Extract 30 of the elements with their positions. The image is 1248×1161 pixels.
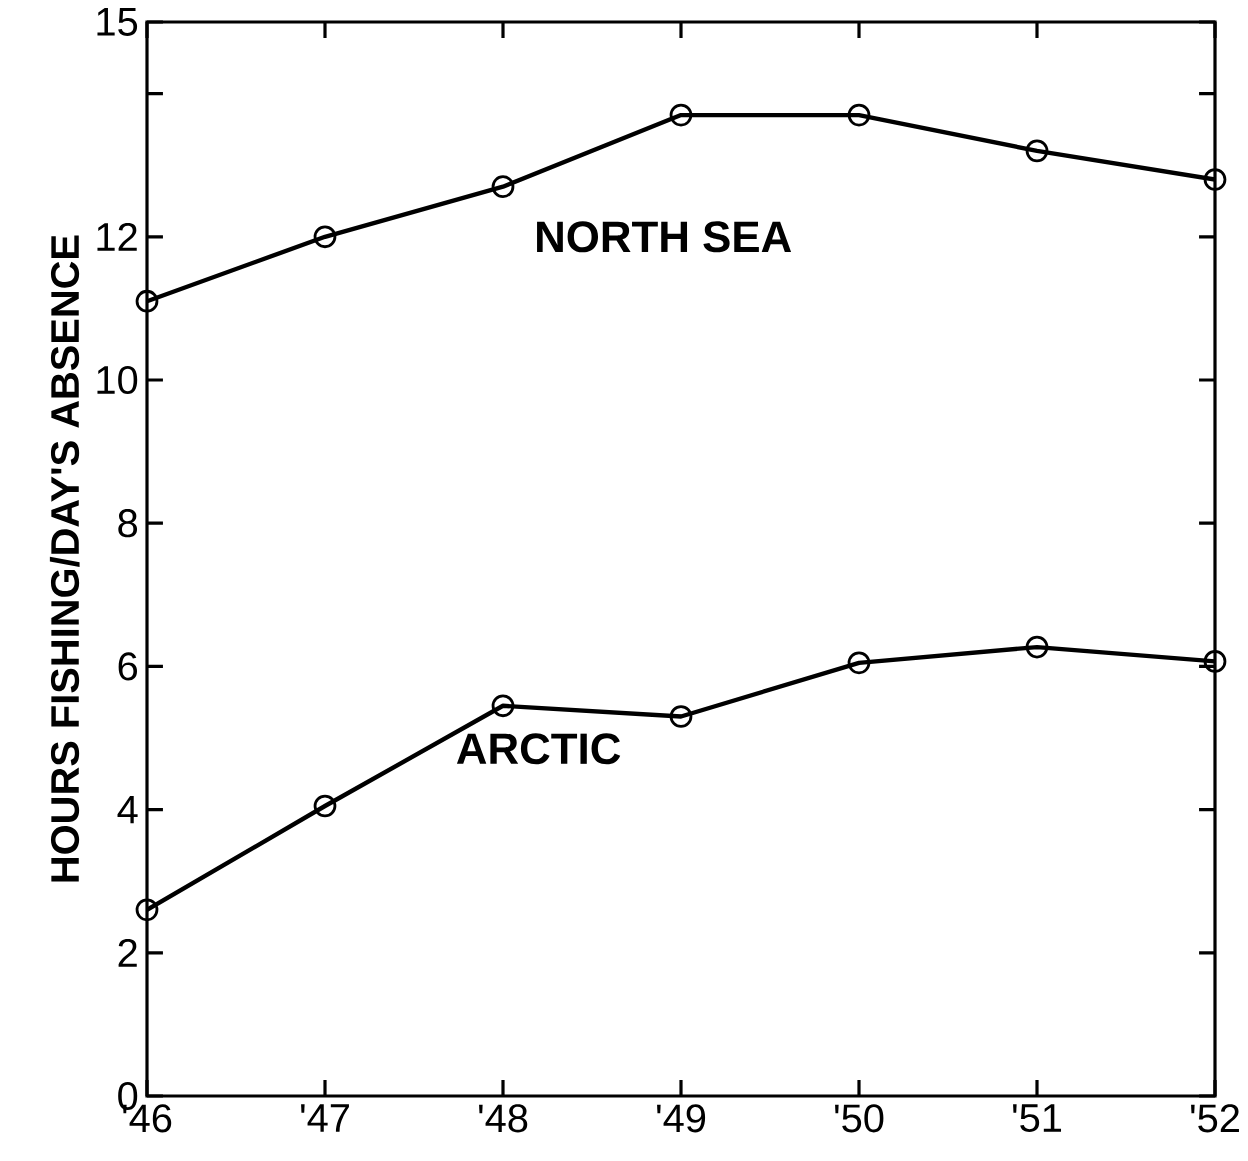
point — [1025, 139, 1049, 163]
y-tick-label: 15 — [97, 8, 138, 36]
y-tick-label: 12 — [97, 222, 137, 251]
point — [135, 289, 159, 313]
point — [669, 103, 693, 127]
y-tick-label: 10 — [97, 365, 138, 395]
x-tick-label: '50 — [835, 1104, 884, 1133]
x-tick-label: '51 — [1013, 1104, 1062, 1133]
point — [1025, 635, 1049, 659]
x-tick-label: '49 — [657, 1104, 706, 1133]
point — [1203, 650, 1227, 673]
point — [135, 898, 159, 922]
point — [313, 225, 337, 249]
x-tick-label: '48 — [479, 1104, 528, 1133]
point — [669, 705, 693, 728]
y-tick-label: 2 — [118, 938, 137, 967]
point — [847, 103, 871, 127]
x-tick-label: '47 — [301, 1104, 349, 1132]
point — [1203, 168, 1227, 191]
y-tick-label: 4 — [117, 795, 138, 824]
point — [847, 651, 871, 675]
y-tick-label: 8 — [118, 509, 138, 538]
y-tick-label: 6 — [118, 652, 138, 681]
y-axis-title: HOURS FISHING/DAY'S ABSENCE — [49, 235, 80, 882]
point — [313, 794, 337, 818]
series-label: NORTH SEA — [537, 221, 792, 253]
series-label: ARCTIC — [456, 733, 621, 765]
point — [491, 175, 515, 199]
point — [491, 694, 515, 718]
x-tick-label: '52 — [1191, 1104, 1239, 1133]
